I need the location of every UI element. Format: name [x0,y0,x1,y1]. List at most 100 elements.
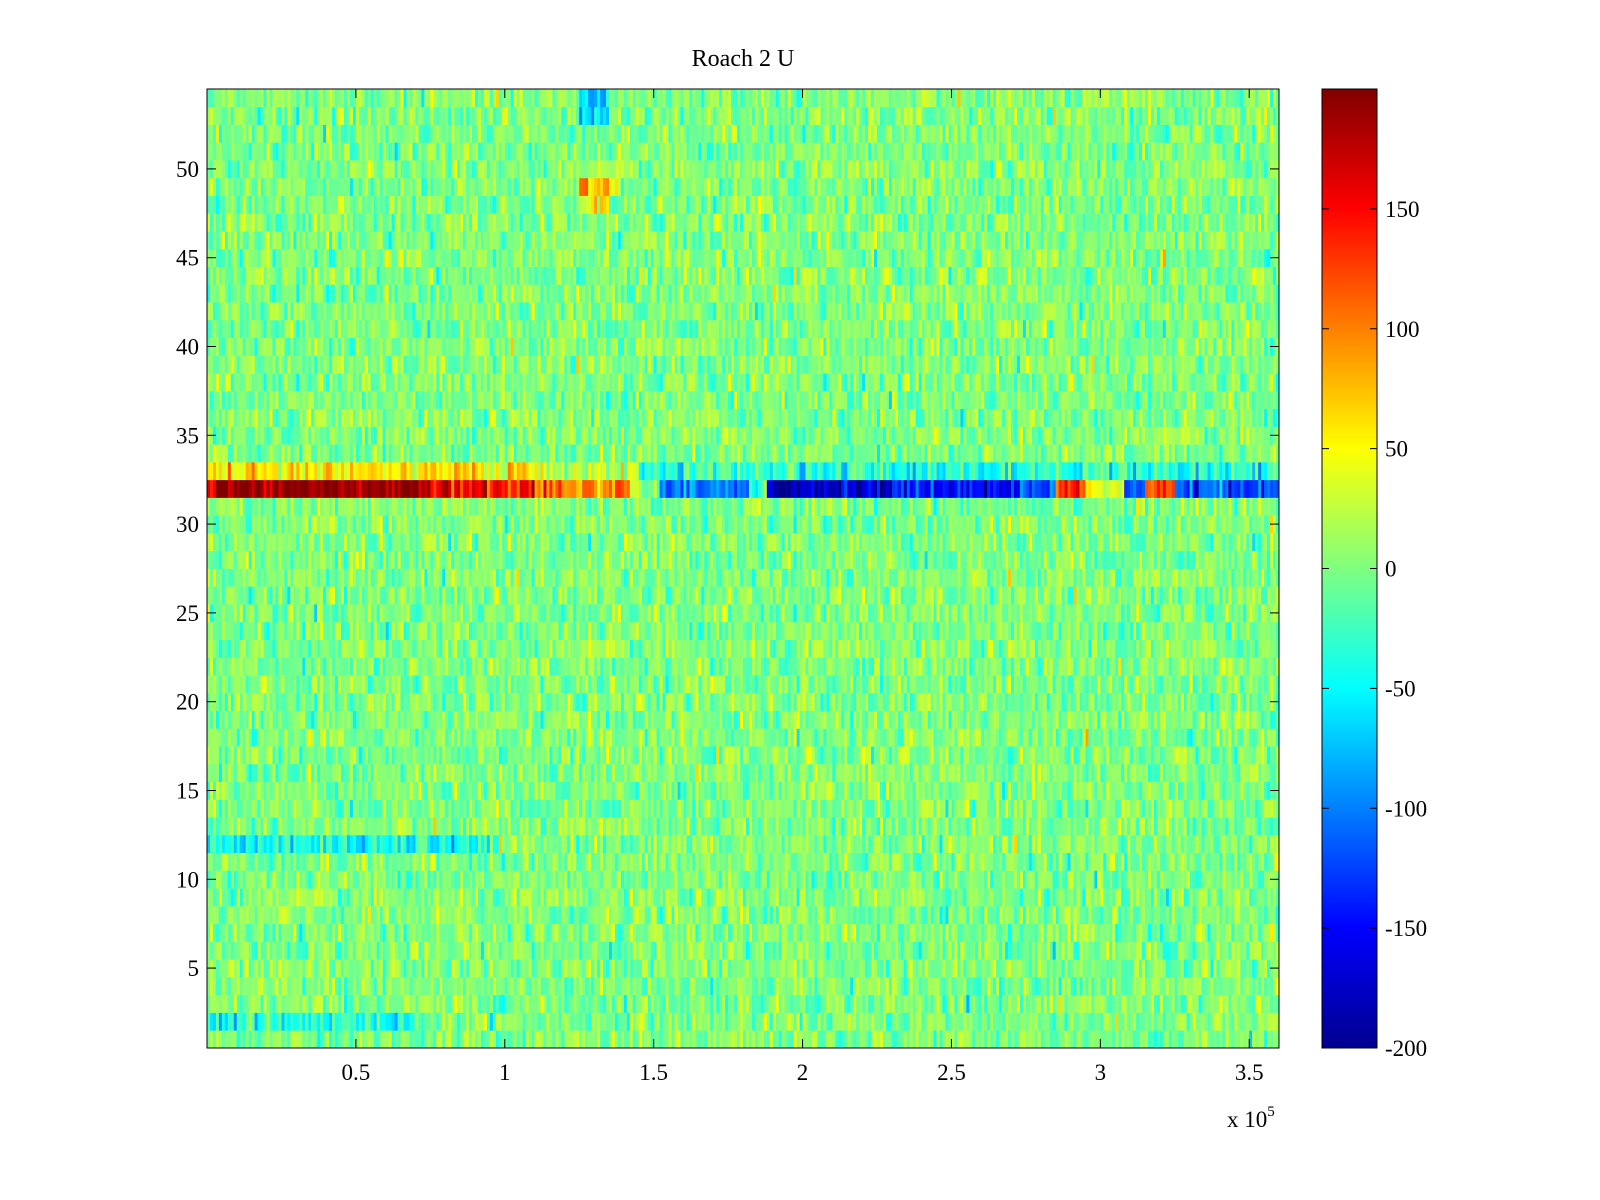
heatmap-cell [653,852,658,871]
heatmap-cell [370,834,375,854]
heatmap-cell [448,959,452,978]
heatmap-cell [603,852,607,871]
heatmap-cell [248,799,253,818]
heatmap-cell [224,994,229,1013]
heatmap-cell [430,976,434,996]
heatmap-cell [1216,888,1220,907]
heatmap-cell [1267,976,1271,996]
heatmap-cell [513,941,518,960]
heatmap-cell [1106,923,1110,942]
heatmap-cell [1228,976,1232,996]
heatmap-cell [891,994,896,1013]
heatmap-cell [692,1012,696,1031]
heatmap-cell [367,923,372,942]
heatmap-cell [769,888,774,907]
heatmap-cell [796,1030,800,1049]
heatmap-cell [1165,923,1170,942]
heatmap-cell [254,941,259,960]
heatmap-cell [772,1012,777,1031]
heatmap-cell [844,888,848,907]
heatmap-cell [287,1012,291,1031]
heatmap-cell [528,976,532,996]
heatmap-cell [704,817,708,836]
heatmap-cell [346,1012,351,1031]
heatmap-cell [1177,959,1182,978]
heatmap-cell [918,905,923,925]
heatmap-cell [662,994,666,1013]
heatmap-cell [1115,976,1119,996]
heatmap-cell [686,1012,690,1031]
heatmap-cell [802,959,806,978]
heatmap-cell [382,799,387,818]
heatmap-cell [1011,870,1015,889]
heatmap-cell [1016,959,1021,978]
heatmap-cell [927,1012,931,1031]
heatmap-cell [748,852,753,871]
heatmap-cell [972,976,976,996]
heatmap-cell [1261,905,1265,925]
heatmap-cell [1133,976,1137,996]
heatmap-cell [829,959,833,978]
heatmap-cell [820,1030,824,1049]
heatmap-cell [865,852,869,871]
heatmap-cell [472,870,476,889]
heatmap-cell [388,905,393,925]
heatmap-cell [927,905,931,925]
heatmap-cell [445,1030,449,1049]
heatmap-cell [1219,852,1223,871]
heatmap-cell [871,1012,875,1031]
heatmap-cell [1261,994,1265,1013]
heatmap-cell [1243,994,1247,1013]
heatmap-cell [460,870,464,889]
heatmap-cell [391,799,395,818]
heatmap-cell [1136,817,1140,836]
heatmap-cell [1162,888,1167,907]
heatmap-cell [1094,923,1098,942]
heatmap-cell [885,923,890,942]
heatmap-cell [278,852,282,871]
heatmap-cell [207,1012,211,1031]
heatmap-cell [614,888,619,907]
heatmap-cell [623,834,628,854]
heatmap-cell [290,941,294,960]
heatmap-cell [811,923,815,942]
heatmap-cell [385,888,390,907]
heatmap-cell [885,870,890,889]
heatmap-cells [207,89,1280,1049]
heatmap-cell [817,923,821,942]
heatmap-cell [224,852,229,871]
heatmap-cell [1180,1012,1185,1031]
heatmap-cell [1028,870,1033,889]
heatmap-cell [302,817,306,836]
heatmap-cell [626,888,631,907]
heatmap-cell [549,905,553,925]
heatmap-cell [981,1030,985,1049]
heatmap-cell [695,994,699,1013]
heatmap-cell [701,852,705,871]
heatmap-cell [486,1030,491,1049]
heatmap-cell [480,1030,485,1049]
heatmap-cell [900,852,905,871]
heatmap-cell [1112,852,1116,871]
heatmap-cell [1082,799,1086,818]
heatmap-cell [832,1030,836,1049]
heatmap-cell [662,888,666,907]
heatmap-cell [299,1030,303,1049]
heatmap-cell [591,1012,595,1031]
heatmap-cell [1150,994,1155,1013]
heatmap-cell [239,959,244,978]
heatmap-cell [1207,852,1211,871]
heatmap-cell [373,834,378,854]
heatmap-cell [1177,923,1182,942]
heatmap-cell [1198,959,1202,978]
heatmap-cell [522,852,527,871]
heatmap-cell [486,994,491,1013]
heatmap-cell [644,905,649,925]
heatmap-cell [1276,888,1280,907]
heatmap-cell [549,888,553,907]
heatmap-cell [847,959,851,978]
heatmap-cell [1180,959,1185,978]
heatmap-cell [847,923,851,942]
heatmap-cell [531,817,535,836]
heatmap-cell [1046,923,1051,942]
